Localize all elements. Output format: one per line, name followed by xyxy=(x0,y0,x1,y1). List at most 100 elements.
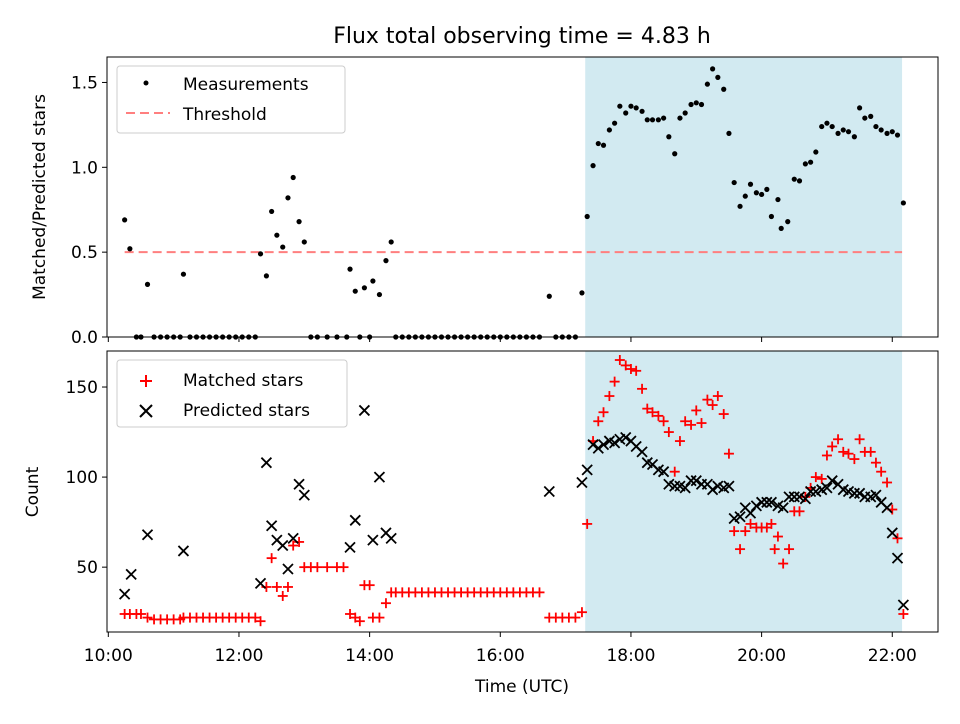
predicted-star-point xyxy=(821,482,833,494)
matched-star-point xyxy=(282,581,293,592)
bottom-legend: Matched stars Predicted stars xyxy=(116,359,348,428)
measurement-point xyxy=(884,130,890,136)
measurement-point xyxy=(775,196,781,203)
measurement-point xyxy=(778,225,784,231)
measurement-point xyxy=(666,134,672,140)
measurement-point xyxy=(606,127,612,133)
matched-star-point xyxy=(669,466,680,477)
bottom-y-ticks: 50 100 150 xyxy=(66,378,107,578)
predicted-star-point xyxy=(177,545,190,557)
matched-star-point xyxy=(882,477,893,488)
measurement-point xyxy=(835,130,841,136)
legend-matched-label: Matched stars xyxy=(183,371,303,391)
measurement-point xyxy=(600,142,607,148)
predicted-star-point xyxy=(706,484,719,496)
measurement-point xyxy=(269,208,275,215)
x-tick-label: 12:00 xyxy=(214,646,263,666)
matched-star-point xyxy=(772,531,783,542)
predicted-star-point xyxy=(344,541,356,553)
matched-star-point xyxy=(865,446,876,457)
x-tick-label: 22:00 xyxy=(868,646,917,666)
matched-star-point xyxy=(271,581,282,592)
predicted-star-point xyxy=(765,496,778,508)
matched-star-point xyxy=(794,506,805,517)
matched-star-point xyxy=(604,391,615,402)
predicted-star-point xyxy=(679,482,691,494)
matched-star-point xyxy=(312,562,323,573)
legend-measurements-label: Measurements xyxy=(183,75,309,95)
measurement-point xyxy=(737,203,743,209)
matched-star-point xyxy=(810,472,821,483)
measurement-point xyxy=(845,129,852,135)
bottom-legend-box xyxy=(116,359,348,428)
matched-stars-points xyxy=(119,355,909,627)
predicted-star-point xyxy=(385,532,397,544)
measurement-point xyxy=(144,281,151,287)
measurement-point xyxy=(682,110,688,116)
y-tick-label: 50 xyxy=(76,558,98,578)
matched-star-point xyxy=(766,518,777,529)
x-axis-label: Time (UTC) xyxy=(474,677,569,697)
top-y-axis-label: Matched/Predicted stars xyxy=(30,94,50,300)
predicted-star-point xyxy=(723,480,735,492)
measurement-point xyxy=(257,251,264,257)
top-axes-frame xyxy=(106,56,939,338)
measurement-point xyxy=(579,290,585,296)
matched-star-point xyxy=(576,607,587,618)
measurement-point xyxy=(361,285,368,291)
legend-measurements-marker xyxy=(143,80,149,86)
measurement-point xyxy=(590,163,596,169)
measurement-points xyxy=(122,66,906,340)
matched-star-point xyxy=(658,416,669,427)
measurement-point xyxy=(617,103,623,109)
matched-star-point xyxy=(637,383,648,394)
matched-star-point xyxy=(718,409,729,420)
matched-star-point xyxy=(729,526,740,537)
predicted-star-point xyxy=(287,532,299,544)
measurement-point xyxy=(347,266,353,272)
predicted-star-point xyxy=(349,514,361,526)
measurement-point xyxy=(672,151,678,157)
matched-star-point xyxy=(277,590,288,601)
matched-star-point xyxy=(663,427,674,438)
bottom-axes-frame xyxy=(106,350,939,633)
matched-star-point xyxy=(250,612,261,623)
predicted-star-point xyxy=(597,439,610,451)
measurement-point xyxy=(715,74,721,80)
matched-star-point xyxy=(712,391,723,402)
predicted-star-point xyxy=(576,476,588,489)
matched-star-point xyxy=(870,457,881,468)
predicted-star-point xyxy=(891,552,904,564)
measurement-point xyxy=(376,291,383,298)
measurement-point xyxy=(639,108,645,114)
y-tick-label: 100 xyxy=(66,468,98,488)
predicted-star-point xyxy=(750,500,763,512)
measurement-point xyxy=(785,219,791,225)
top-legend-box xyxy=(116,65,346,134)
matched-star-point xyxy=(680,416,691,427)
predicted-star-point xyxy=(897,599,910,611)
matched-star-point xyxy=(702,394,713,405)
measurement-point xyxy=(868,113,874,119)
measurement-point xyxy=(747,181,754,187)
matched-star-point xyxy=(642,403,653,414)
matched-star-point xyxy=(740,526,751,537)
matched-star-point xyxy=(593,416,604,427)
measurement-point xyxy=(726,130,732,136)
measurement-point xyxy=(819,123,825,130)
matched-star-point xyxy=(838,446,849,457)
measurement-point xyxy=(263,273,270,279)
predicted-star-point xyxy=(293,478,305,490)
top-y-ticks: 0.0 0.5 1.0 1.5 xyxy=(71,73,107,348)
matched-star-point xyxy=(609,376,620,387)
bottom-y-axis-label: Count xyxy=(23,466,43,517)
measurement-point xyxy=(127,246,133,252)
matched-star-point xyxy=(833,434,844,445)
measurement-point xyxy=(352,288,358,294)
matched-star-point xyxy=(534,587,545,598)
measurement-point xyxy=(546,293,552,299)
matched-star-point xyxy=(784,544,795,555)
measurement-point xyxy=(122,217,128,223)
measurement-point xyxy=(285,195,291,201)
